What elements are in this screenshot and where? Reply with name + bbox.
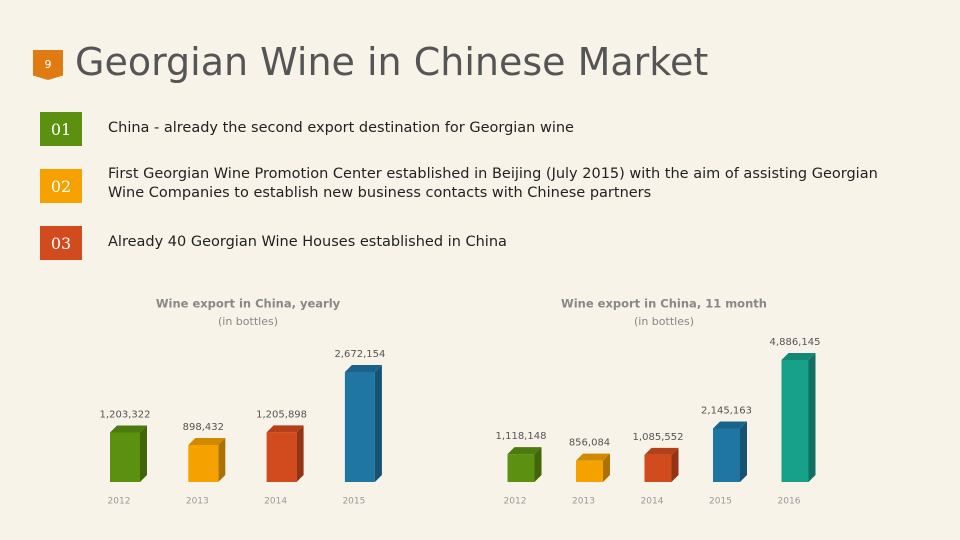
chart-subtitle: (in bottles)	[634, 315, 694, 328]
bar-side	[218, 438, 226, 482]
item-number: 01	[40, 112, 82, 146]
bar	[344, 372, 375, 482]
value-label: 2,672,154	[334, 349, 385, 360]
bar-top	[507, 447, 542, 455]
value-label: 1,203,322	[100, 409, 151, 420]
x-tick-label: 2015	[342, 497, 365, 507]
bar-side	[374, 365, 382, 482]
value-label: 2,145,163	[701, 405, 752, 416]
value-label: 4,886,145	[770, 337, 821, 348]
x-tick-label: 2016	[778, 497, 801, 507]
bar	[188, 445, 219, 482]
bar	[781, 360, 809, 482]
page-badge	[33, 50, 63, 80]
bar-top	[110, 425, 147, 433]
bar-top	[713, 421, 747, 429]
bar-top	[644, 447, 679, 455]
item-text: Already 40 Georgian Wine Houses establis…	[108, 234, 507, 250]
value-label: 1,118,148	[496, 431, 547, 442]
x-tick-label: 2014	[264, 497, 287, 507]
chart-title: Wine export in China, yearly	[156, 297, 341, 311]
bar	[713, 428, 740, 482]
bar-top	[576, 453, 610, 461]
chart-title: Wine export in China, 11 month	[561, 297, 767, 311]
x-tick-label: 2013	[572, 497, 595, 507]
item-number: 02	[40, 169, 82, 203]
bar-top	[344, 365, 382, 372]
bar	[644, 454, 672, 482]
bar-top	[781, 353, 816, 360]
value-label: 1,205,898	[256, 409, 307, 420]
bar-side	[808, 353, 816, 482]
item-number: 03	[40, 226, 82, 260]
bar-side	[671, 447, 679, 482]
bar-side	[603, 453, 610, 482]
item-text: First Georgian Wine Promotion Center est…	[108, 166, 878, 201]
value-label: 898,432	[183, 422, 224, 433]
chart-subtitle: (in bottles)	[218, 315, 278, 328]
item-text: China - already the second export destin…	[108, 120, 574, 136]
x-tick-label: 2014	[641, 497, 664, 507]
slide-title: Georgian Wine in Chinese Market	[75, 40, 709, 84]
x-tick-label: 2012	[108, 497, 131, 507]
bar	[266, 432, 297, 482]
bar-side	[534, 447, 542, 482]
value-label: 1,085,552	[633, 432, 684, 443]
bar	[110, 432, 140, 482]
x-tick-label: 2015	[709, 497, 732, 507]
bar	[576, 460, 603, 482]
bar-side	[740, 421, 747, 482]
value-label: 856,084	[569, 438, 610, 449]
page-number: 9	[44, 58, 52, 71]
bar-side	[296, 425, 304, 482]
bar	[507, 454, 535, 482]
x-tick-label: 2013	[186, 497, 209, 507]
bar-top	[266, 425, 304, 433]
bar-top	[188, 438, 226, 446]
x-tick-label: 2012	[504, 497, 527, 507]
bar-side	[140, 425, 147, 482]
